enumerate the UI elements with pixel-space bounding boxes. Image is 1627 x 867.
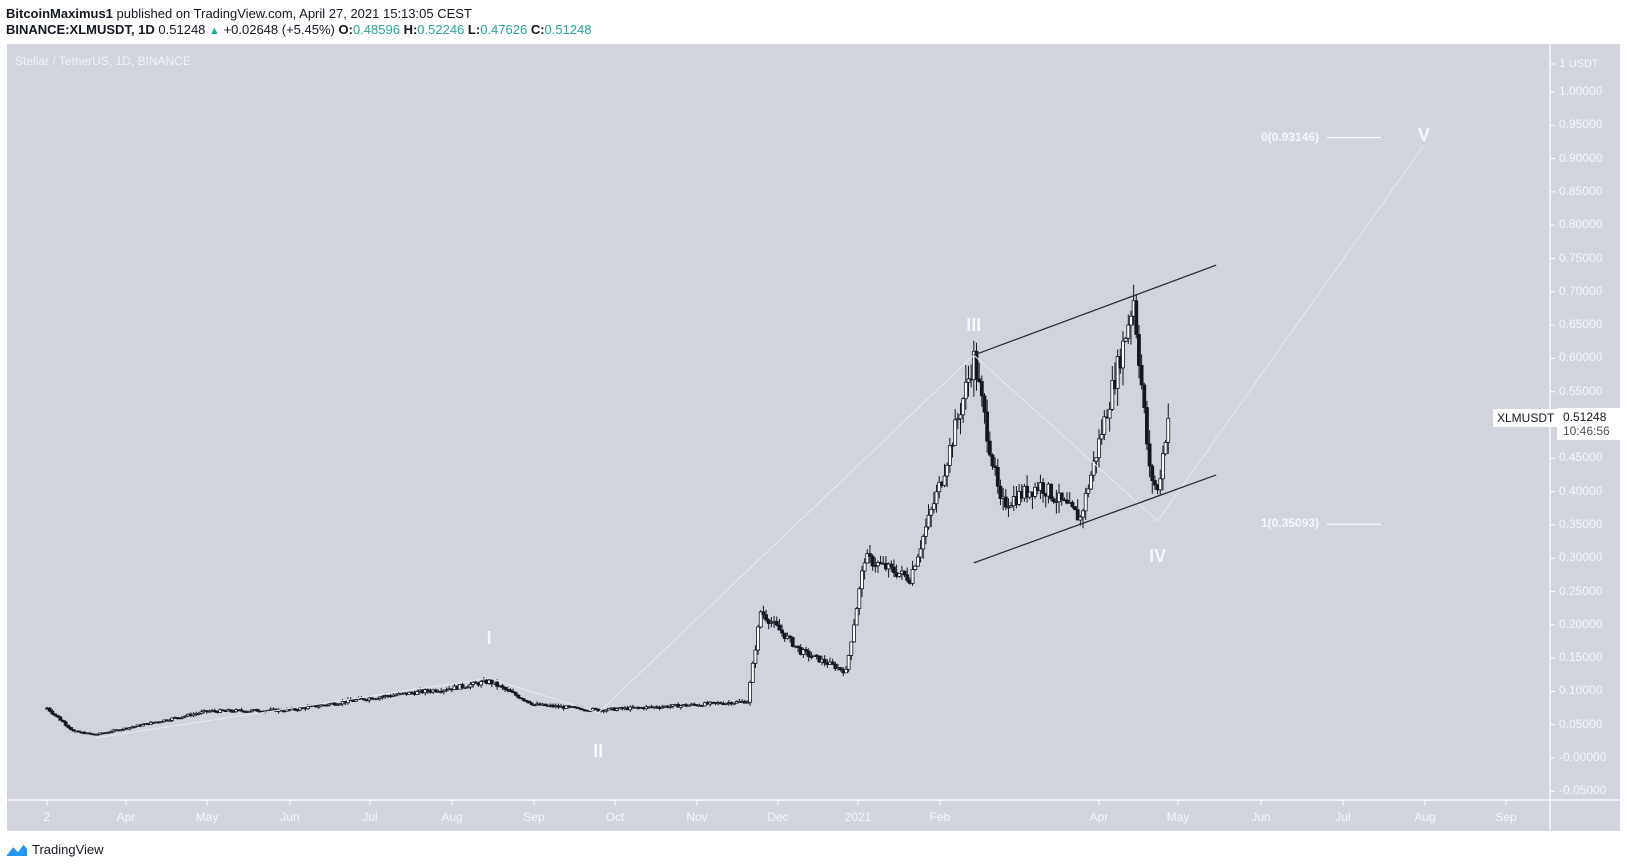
time-tick: Jul [362, 810, 378, 824]
tradingview-brand-text: TradingView [32, 841, 104, 857]
wave-label-v: V [1417, 125, 1430, 146]
price-tick: 0.25000 [1559, 583, 1603, 598]
published-text: published on TradingView.com, April 27, … [116, 6, 472, 21]
last-price-value: 0.51248 [1563, 410, 1607, 424]
price-tick: 0.10000 [1559, 683, 1603, 698]
wave-label-iv: IV [1149, 545, 1167, 566]
symbol-price-tag: XLMUSDT [1493, 409, 1559, 427]
price-tick: 0.75000 [1559, 250, 1603, 265]
time-tick: May [195, 810, 219, 824]
price-chart[interactable] [7, 44, 1620, 831]
time-tick: Sep [1495, 810, 1517, 824]
time-tick: Jun [1251, 810, 1271, 824]
price-change: +0.02648 (+5.45%) [223, 22, 335, 37]
time-tick: Apr [116, 810, 136, 824]
price-tick: 0.85000 [1559, 183, 1603, 198]
price-tick: 0.60000 [1559, 350, 1603, 365]
time-tick: Oct [605, 810, 625, 824]
close-label: C: [530, 22, 545, 37]
wave-label-iii: III [966, 315, 982, 336]
fib-level-label: 1(0.35093) [1261, 516, 1320, 531]
ohlc-bar: BINANCE:XLMUSDT, 1D 0.51248 ▲ +0.02648 (… [6, 22, 592, 37]
time-tick: Jun [280, 810, 300, 824]
price-tick: 0.95000 [1559, 117, 1603, 132]
chart-pane[interactable]: Stellar / TetherUS, 1D, BINANCE 1 USDT 1.… [7, 44, 1620, 831]
price-tick: 0.35000 [1559, 516, 1603, 531]
high-label: H: [403, 22, 418, 37]
channel-lower-line[interactable] [973, 474, 1217, 564]
price-tick: 0.45000 [1559, 450, 1603, 465]
tradingview-logo-icon [6, 843, 27, 856]
last-price: 0.51248 [158, 22, 206, 37]
price-tick: -0.05000 [1559, 783, 1607, 798]
open-label: O: [338, 22, 353, 37]
price-tick: 0.65000 [1559, 317, 1603, 332]
low-label: L: [467, 22, 481, 37]
price-tick: 0.55000 [1559, 383, 1603, 398]
time-tick: 2021 [844, 810, 872, 824]
time-tick: Aug [1414, 810, 1436, 824]
open-value: 0.48596 [352, 22, 400, 37]
price-tick: 0.70000 [1559, 283, 1603, 298]
time-tick: Nov [686, 810, 708, 824]
footer-brand[interactable]: TradingView [6, 841, 104, 857]
time-tick: May [1166, 810, 1190, 824]
wave-label-i: I [486, 628, 492, 649]
fib-level-label: 0(0.93146) [1261, 129, 1320, 144]
low-value: 0.47626 [480, 22, 528, 37]
elliott-wave-path[interactable] [94, 144, 1425, 739]
price-tick: 0.40000 [1559, 483, 1603, 498]
price-tick: 0.15000 [1559, 650, 1603, 665]
time-tick: Feb [929, 810, 951, 824]
price-tick: 0.20000 [1559, 616, 1603, 631]
up-triangle-icon: ▲ [209, 25, 220, 37]
symbol-label: BINANCE:XLMUSDT, 1D [6, 22, 155, 37]
price-tick: 1 USDT [1559, 56, 1599, 70]
price-tick: 0.30000 [1559, 550, 1603, 565]
time-tick: Aug [441, 810, 463, 824]
last-price-label: 0.51248 10:46:56 [1557, 408, 1620, 440]
close-value: 0.51248 [544, 22, 592, 37]
author-name[interactable]: BitcoinMaximus1 [6, 6, 113, 21]
time-tick: Sep [523, 810, 545, 824]
time-tick: 2 [43, 810, 51, 824]
currency-label: USDT [1565, 58, 1599, 70]
high-value: 0.52246 [417, 22, 465, 37]
price-tick: 0.05000 [1559, 716, 1603, 731]
channel-upper-line[interactable] [973, 264, 1217, 356]
wave-label-ii: II [593, 740, 604, 761]
price-tick: 0.80000 [1559, 217, 1603, 232]
bar-countdown: 10:46:56 [1563, 424, 1610, 438]
price-tick: 0.90000 [1559, 150, 1603, 165]
chart-title: Stellar / TetherUS, 1D, BINANCE [15, 54, 191, 68]
price-tick: 1.00000 [1559, 84, 1603, 98]
price-tick: -0.00000 [1559, 750, 1607, 764]
publish-info: BitcoinMaximus1 published on TradingView… [6, 6, 472, 21]
time-tick: Apr [1089, 810, 1109, 824]
time-tick: Jul [1335, 810, 1351, 824]
time-tick: Dec [767, 810, 789, 824]
